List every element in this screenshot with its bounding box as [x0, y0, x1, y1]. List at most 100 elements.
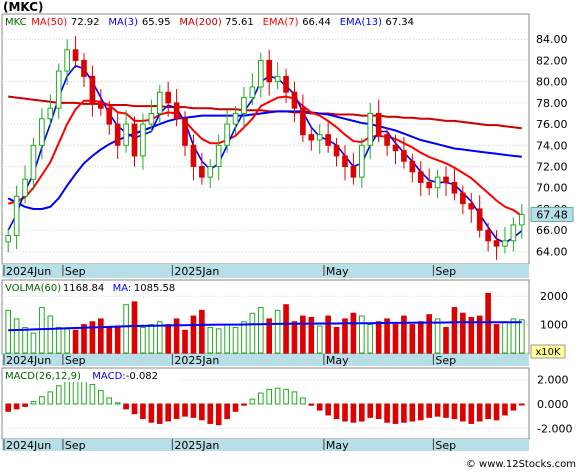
- price-candle-down: [106, 107, 113, 125]
- price-candle-up: [156, 91, 163, 114]
- legend-label: EMA(13): [340, 17, 382, 28]
- macd-bar-negative: [502, 403, 508, 416]
- volume-bar: [274, 309, 281, 354]
- date-labels-price: 2024Jun Sep 2025Jan May Sep: [3, 265, 456, 278]
- macd-bar-negative: [22, 403, 28, 407]
- volume-bar: [232, 326, 239, 354]
- volume-bar: [241, 321, 247, 354]
- price-candle-up: [241, 97, 247, 114]
- price-candle-down: [384, 134, 390, 146]
- volume-bar: [114, 325, 121, 354]
- volume-bar: [333, 326, 340, 354]
- price-candle-down: [190, 144, 197, 168]
- price-candle-down: [81, 59, 87, 77]
- date-bar-macd: [2, 439, 529, 451]
- volume-bar: [316, 325, 323, 354]
- volume-tick-label: 2000: [540, 290, 568, 303]
- price-candle-down: [199, 166, 205, 178]
- price-tick-label: 78.00: [536, 97, 568, 110]
- price-candle-up: [502, 240, 508, 247]
- date-label: Sep: [435, 354, 456, 367]
- volume-bar: [359, 315, 365, 354]
- volume-bar: [131, 301, 138, 354]
- macd-bar-negative: [384, 403, 390, 423]
- macd-bar-negative: [140, 403, 146, 420]
- price-candle-up: [148, 112, 155, 125]
- macd-bar-negative: [148, 403, 155, 423]
- volume-bar: [417, 321, 424, 354]
- macd-bar-negative: [401, 403, 407, 423]
- price-candle-up: [249, 86, 256, 99]
- price-candle-down: [89, 75, 96, 104]
- legend-label: MKC: [5, 17, 27, 28]
- volume-bar: [308, 317, 315, 354]
- chart-symbol: (MKC): [3, 0, 43, 14]
- macd-bar-negative: [190, 403, 197, 418]
- price-tick-label: 64.00: [536, 245, 568, 258]
- price-panel: [1, 13, 530, 265]
- volume-bar: [426, 314, 432, 354]
- macd-bar-negative: [333, 403, 340, 420]
- price-candle-up: [257, 59, 264, 88]
- price-candle-down: [308, 134, 315, 141]
- macd-bar-positive: [300, 397, 306, 405]
- date-label: May: [326, 354, 349, 367]
- price-candle-down: [173, 102, 180, 120]
- macd-bar-negative: [409, 403, 416, 422]
- volume-bar: [13, 318, 20, 354]
- volume-bar: [55, 326, 62, 354]
- volume-bar: [156, 321, 163, 354]
- macd-bar-negative: [342, 403, 348, 422]
- macd-bar-positive: [114, 402, 121, 405]
- legend-label: MA(200): [179, 17, 221, 28]
- legend-label: VOLMA(60): [5, 283, 61, 294]
- macd-tick-label: 2.000: [537, 374, 569, 387]
- volume-bar: [342, 318, 348, 354]
- date-label: May: [326, 265, 349, 278]
- macd-bar-negative: [173, 403, 180, 420]
- macd-bar-negative: [485, 403, 491, 420]
- price-candle-down: [342, 155, 348, 168]
- volume-bar: [476, 315, 483, 354]
- volume-ma-line: [8, 321, 522, 332]
- volume-bar: [39, 307, 45, 354]
- macd-y-axis: 2.000 0.000 -2.000: [537, 374, 572, 436]
- macd-bar-negative: [232, 403, 239, 412]
- date-label: 2025Jan: [174, 265, 219, 278]
- volume-bar: [140, 326, 146, 354]
- price-candle-up: [224, 123, 230, 146]
- volume-bar: [190, 315, 197, 354]
- volume-bar: [401, 315, 407, 354]
- date-label: Sep: [65, 439, 86, 452]
- price-candle-up: [64, 49, 70, 72]
- date-label: May: [326, 439, 349, 452]
- macd-bar-negative: [359, 403, 365, 422]
- macd-bar-negative: [476, 403, 483, 422]
- price-candle-down: [300, 107, 306, 136]
- price-tick-label: 76.00: [536, 118, 568, 131]
- macd-bar-positive: [249, 398, 256, 405]
- volume-bar: [98, 318, 104, 354]
- volume-bar: [502, 321, 508, 354]
- volume-bar: [5, 309, 12, 354]
- volume-bar: [64, 328, 70, 354]
- price-candle-up: [140, 123, 146, 157]
- price-candle-down: [476, 208, 483, 231]
- legend-label: MA:: [113, 283, 132, 294]
- macd-bar-positive: [266, 388, 273, 405]
- date-label: 2025Jan: [174, 354, 219, 367]
- volume-bar: [350, 312, 357, 354]
- price-tick-label: 84.00: [536, 33, 568, 46]
- date-bar-volume: [2, 354, 529, 366]
- volume-tick-label: 1000: [540, 319, 568, 332]
- volume-bar: [72, 329, 79, 354]
- price-candle-up: [123, 123, 129, 146]
- price-candle-up: [316, 134, 323, 141]
- price-candle-down: [182, 118, 188, 146]
- volume-bar: [257, 307, 264, 354]
- volume-bar: [81, 324, 87, 354]
- price-candles: [5, 36, 525, 260]
- ma200-line: [8, 95, 522, 130]
